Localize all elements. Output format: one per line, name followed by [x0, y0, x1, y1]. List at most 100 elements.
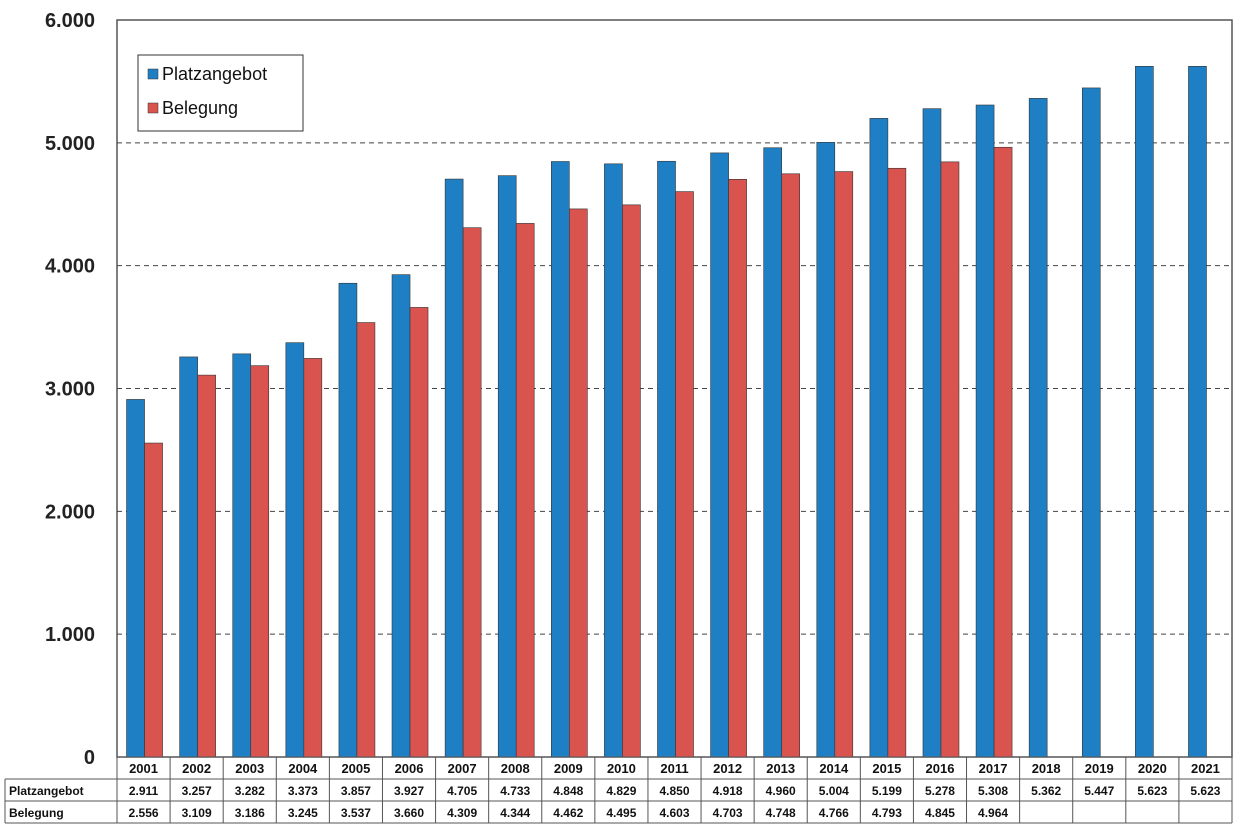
bar-belegung-2017: [993, 146, 1013, 758]
x-tick-label: 2015: [872, 761, 901, 776]
data-label: 4.495: [606, 806, 636, 820]
data-label: 4.766: [819, 806, 849, 820]
bar-belegung-2014: [834, 171, 854, 758]
data-label: 4.462: [553, 806, 583, 820]
bar-platzangebot-2002: [179, 356, 198, 758]
data-label: 3.186: [235, 806, 265, 820]
data-label: 4.603: [659, 806, 689, 820]
bar-belegung-2016: [940, 161, 960, 758]
data-label: 4.918: [713, 784, 743, 798]
x-tick-label: 2012: [713, 761, 742, 776]
bar-belegung-2015: [887, 167, 907, 758]
bar-belegung-2013: [781, 173, 800, 758]
bar-platzangebot-2013: [763, 147, 782, 758]
x-tick-label: 2010: [607, 761, 636, 776]
bar-belegung-2012: [728, 179, 747, 758]
x-tick-label: 2013: [766, 761, 795, 776]
data-label: 4.705: [447, 784, 477, 798]
data-label: 3.257: [182, 784, 212, 798]
bar-platzangebot-2009: [551, 161, 570, 758]
data-label: 4.848: [553, 784, 583, 798]
legend-box: [137, 54, 304, 132]
x-tick-label: 2017: [979, 761, 1008, 776]
data-label: 3.660: [394, 806, 424, 820]
data-label: 2.556: [129, 806, 159, 820]
data-label: 5.623: [1190, 784, 1220, 798]
legend-swatch: [147, 68, 159, 80]
data-label: 4.964: [978, 806, 1008, 820]
x-tick-label: 2018: [1032, 761, 1061, 776]
y-tick-label: 5.000: [45, 133, 95, 155]
bar-platzangebot-2019: [1081, 87, 1101, 758]
x-tick-label: 2011: [660, 761, 688, 776]
data-label: 4.344: [500, 806, 530, 820]
bar-belegung-2002: [197, 374, 216, 758]
data-label: 5.278: [925, 784, 955, 798]
bar-platzangebot-2011: [657, 160, 676, 758]
bar-belegung-2006: [409, 307, 429, 758]
bar-platzangebot-2016: [922, 108, 942, 758]
data-label: 4.845: [925, 806, 955, 820]
x-tick-label: 2021: [1191, 761, 1220, 776]
data-label: 4.309: [447, 806, 477, 820]
data-label: 3.373: [288, 784, 318, 798]
bar-platzangebot-2003: [232, 353, 252, 758]
data-label: 5.362: [1031, 784, 1061, 798]
legend-label: Belegung: [162, 98, 238, 118]
data-label: 5.623: [1137, 784, 1167, 798]
bar-belegung-2004: [303, 358, 323, 758]
bar-belegung-2007: [462, 227, 482, 758]
data-label: 5.447: [1084, 784, 1114, 798]
x-tick-label: 2008: [501, 761, 530, 776]
data-label: 5.004: [819, 784, 849, 798]
y-tick-label: 3.000: [45, 379, 95, 401]
bar-platzangebot-2007: [444, 178, 464, 758]
x-tick-label: 2007: [448, 761, 477, 776]
bar-platzangebot-2017: [975, 104, 995, 758]
x-tick-label: 2002: [182, 761, 211, 776]
bar-platzangebot-2005: [338, 282, 358, 758]
x-tick-label: 2014: [819, 761, 849, 776]
bar-platzangebot-2008: [497, 175, 517, 758]
legend-label: Platzangebot: [162, 64, 267, 84]
bar-platzangebot-2018: [1028, 98, 1048, 758]
y-tick-label: 6.000: [45, 10, 95, 32]
data-label: 2.911: [129, 784, 159, 798]
bar-platzangebot-2012: [710, 152, 729, 758]
x-tick-label: 2009: [554, 761, 583, 776]
bar-platzangebot-2010: [604, 163, 623, 758]
bar-platzangebot-2014: [816, 142, 836, 758]
legend-swatch: [147, 102, 159, 114]
bar-belegung-2001: [144, 442, 163, 758]
data-label: 5.199: [872, 784, 902, 798]
bar-belegung-2005: [356, 322, 376, 758]
x-tick-label: 2003: [235, 761, 264, 776]
y-tick-label: 4.000: [45, 256, 95, 278]
data-label: 3.927: [394, 784, 424, 798]
x-tick-label: 2019: [1085, 761, 1114, 776]
y-tick-label: 2.000: [45, 501, 95, 523]
data-label: 3.857: [341, 784, 371, 798]
bar-belegung-2011: [675, 191, 694, 758]
bar-belegung-2008: [515, 223, 535, 758]
data-label: 3.245: [288, 806, 318, 820]
table-row-label: Belegung: [9, 806, 64, 820]
x-tick-label: 2004: [288, 761, 318, 776]
x-tick-label: 2016: [926, 761, 955, 776]
bar-belegung-2010: [622, 204, 641, 758]
bar-platzangebot-2020: [1135, 66, 1154, 758]
data-label: 3.109: [182, 806, 212, 820]
x-tick-label: 2005: [341, 761, 370, 776]
bar-platzangebot-2021: [1188, 66, 1207, 758]
data-label: 4.733: [500, 784, 530, 798]
data-label: 4.829: [606, 784, 636, 798]
bar-platzangebot-2015: [869, 118, 889, 758]
bar-platzangebot-2006: [391, 274, 411, 758]
bar-platzangebot-2004: [285, 342, 305, 758]
data-label: 4.960: [766, 784, 796, 798]
x-tick-label: 2001: [129, 761, 158, 776]
table-row-label: Platzangebot: [9, 784, 84, 798]
bar-belegung-2003: [250, 365, 270, 758]
bar-platzangebot-2001: [126, 399, 145, 758]
